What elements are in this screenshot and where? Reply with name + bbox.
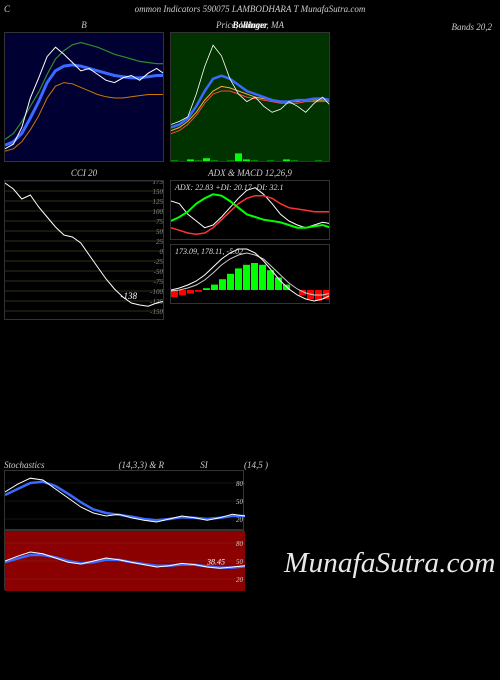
svg-text:20: 20 bbox=[236, 576, 244, 584]
bbands-panel bbox=[4, 32, 164, 162]
adx-macd-title: ADX & MACD 12,26,9 bbox=[170, 166, 330, 180]
svg-text:50: 50 bbox=[236, 498, 244, 506]
svg-text:50: 50 bbox=[236, 558, 244, 566]
svg-text:175: 175 bbox=[153, 181, 164, 186]
svg-text:25: 25 bbox=[156, 238, 164, 246]
svg-text:38.45: 38.45 bbox=[206, 557, 225, 566]
svg-text:-150: -150 bbox=[150, 308, 163, 316]
svg-text:-25: -25 bbox=[154, 258, 164, 266]
watermark: MunafaSutra.com bbox=[284, 548, 496, 580]
svg-text:-50: -50 bbox=[154, 268, 164, 276]
svg-text:-138: -138 bbox=[121, 291, 138, 301]
svg-text:0: 0 bbox=[160, 248, 164, 256]
svg-text:-75: -75 bbox=[154, 278, 164, 286]
svg-text:-175: -175 bbox=[150, 318, 163, 320]
svg-text:80: 80 bbox=[236, 540, 244, 548]
header-left: C bbox=[4, 4, 10, 14]
svg-text:125: 125 bbox=[153, 198, 164, 206]
svg-text:50: 50 bbox=[156, 228, 164, 236]
adx-label: ADX: 22.83 +DI: 20.17 -DI: 32.1 bbox=[175, 183, 284, 192]
volprice-panel bbox=[170, 32, 330, 162]
adx-panel: ADX: 22.83 +DI: 20.17 -DI: 32.1 bbox=[170, 180, 330, 240]
macd-label: 173.09, 178.11, -5.02 bbox=[175, 247, 243, 256]
stoch1-panel: 805020 bbox=[4, 470, 244, 530]
header-center: ommon Indicators 590075 LAMBODHARA T Mun… bbox=[135, 4, 366, 14]
svg-text:100: 100 bbox=[153, 208, 164, 216]
bbands-title: B bbox=[4, 18, 164, 32]
cci-panel: 1751501251007550250-25-50-75-100-125-150… bbox=[4, 180, 164, 320]
svg-text:80: 80 bbox=[236, 480, 244, 488]
stoch-label: Stochastics bbox=[4, 460, 64, 470]
svg-text:75: 75 bbox=[156, 218, 164, 226]
stoch2-panel: 80 50 20 38.45 bbox=[4, 530, 244, 590]
volprice-overlay: Bollinger bbox=[232, 20, 267, 30]
stoch-params: (14,3,3) & R bbox=[64, 460, 164, 470]
si-label: SI bbox=[164, 460, 244, 470]
svg-text:150: 150 bbox=[153, 188, 164, 196]
svg-text:-100: -100 bbox=[150, 288, 163, 296]
bands-right-label: Bands 20,2 bbox=[452, 22, 493, 32]
cci-title: CCI 20 bbox=[4, 166, 164, 180]
si-params: (14,5 ) bbox=[244, 460, 268, 470]
macd-panel: 173.09, 178.11, -5.02 bbox=[170, 244, 330, 304]
